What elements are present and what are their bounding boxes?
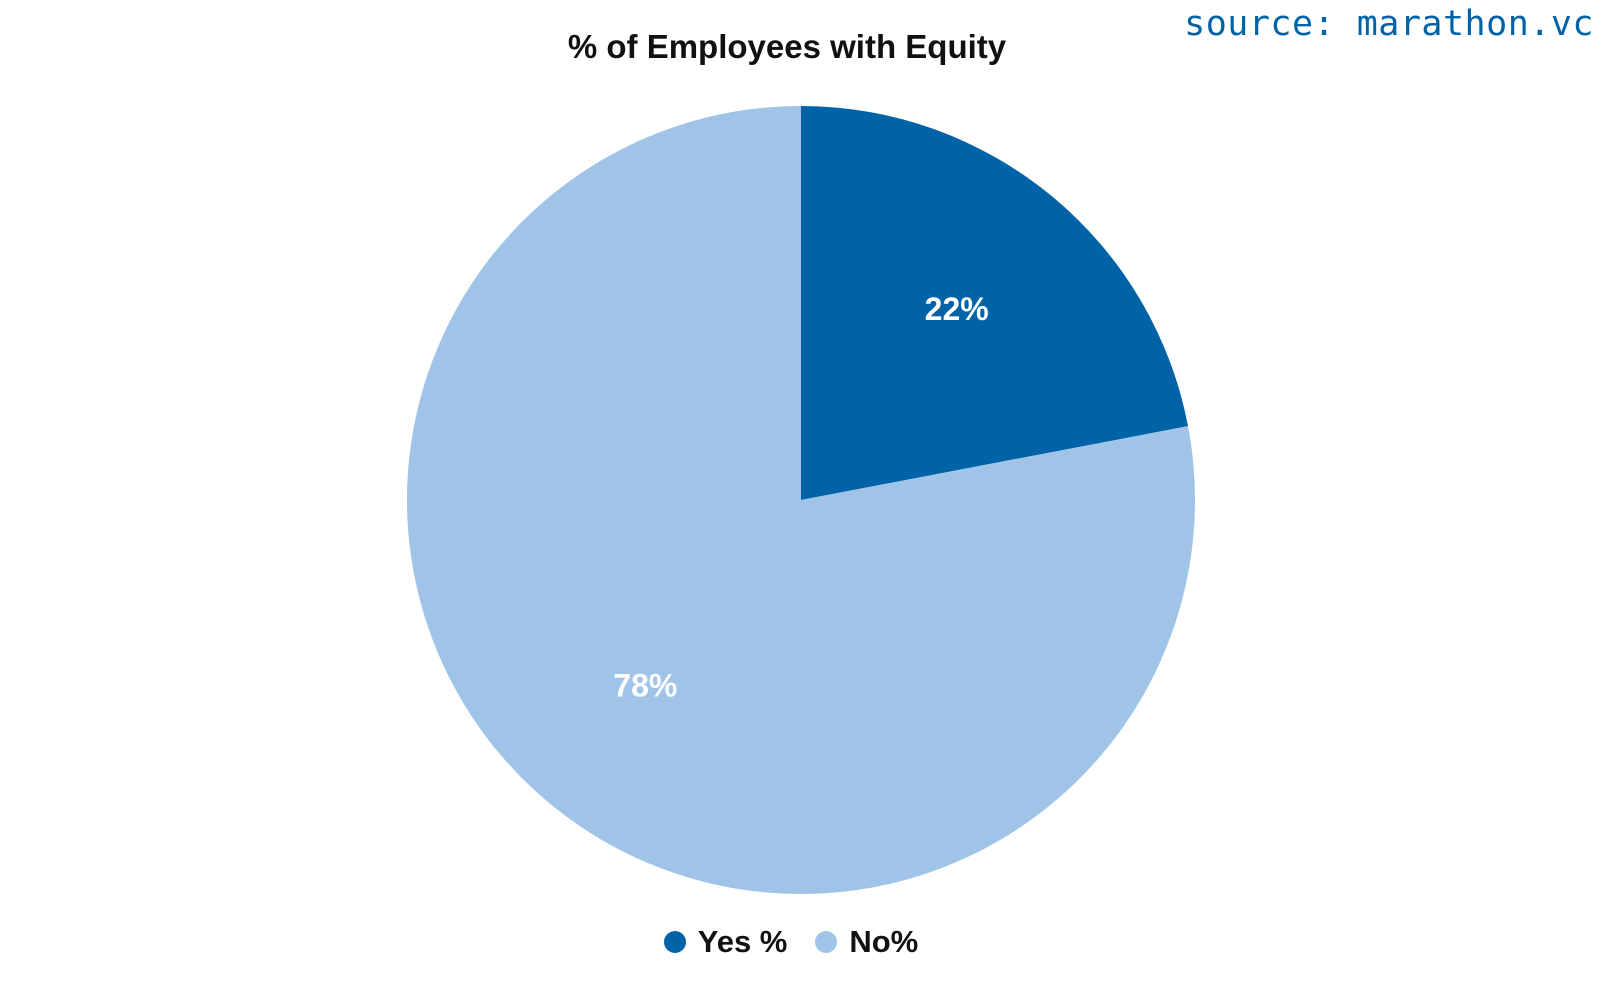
slice-data-label-yes: 22% <box>925 291 989 327</box>
legend-item-yes: Yes % <box>663 924 788 960</box>
pie-slice-no <box>406 106 1195 894</box>
chart-title: % of Employees with Equity <box>0 28 1602 66</box>
legend-swatch <box>663 931 686 953</box>
legend-label: No% <box>849 924 919 959</box>
legend-item-no: No% <box>815 924 918 960</box>
source-note: source: marathon.vc <box>1184 4 1594 44</box>
legend: Yes % No% <box>0 924 1602 960</box>
pie-slice-yes <box>801 106 1189 500</box>
chart-title-text: % of Employees with Equity <box>567 28 1007 65</box>
slice-data-label-no: 78% <box>613 668 677 704</box>
legend-label: Yes % <box>697 924 788 959</box>
legend-swatch <box>815 931 838 953</box>
